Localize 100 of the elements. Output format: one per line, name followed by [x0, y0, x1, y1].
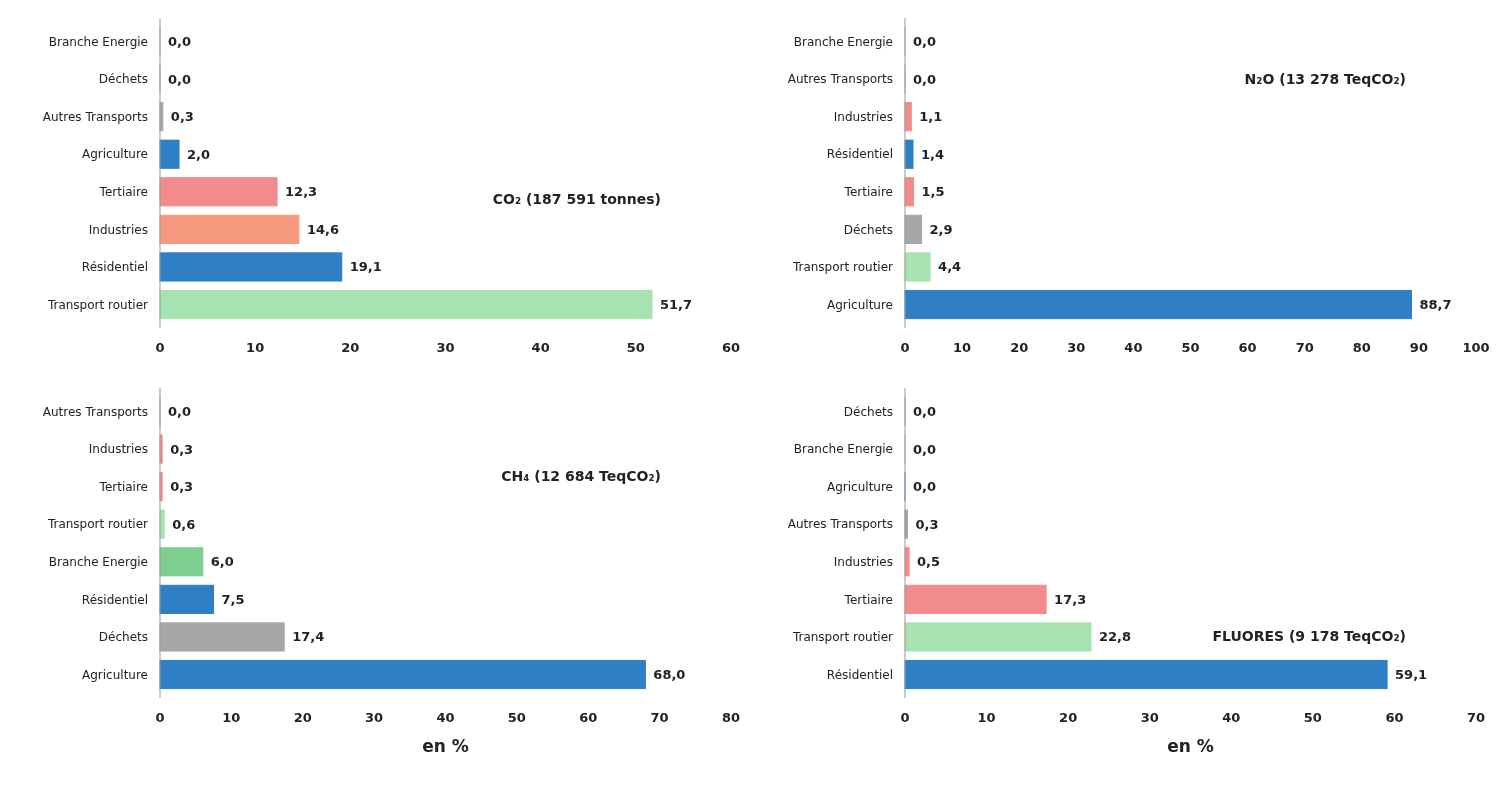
bar — [904, 289, 1412, 320]
y-tick-label: Branche Energie — [48, 34, 148, 49]
y-tick-label: Agriculture — [827, 479, 893, 494]
y-tick-label: Déchets — [98, 72, 148, 87]
data-label: 68,0 — [653, 667, 686, 683]
y-tick-label: Tertiaire — [843, 592, 893, 607]
x-tick-label: 70 — [650, 710, 669, 725]
y-tick-label: Autres Transports — [787, 517, 893, 532]
y-tick-label: Tertiaire — [98, 184, 148, 199]
x-tick-label: 70 — [1295, 340, 1314, 355]
bar — [159, 177, 278, 207]
x-tick-label: 10 — [953, 340, 972, 355]
x-axis-title: en % — [1167, 736, 1214, 756]
y-tick-label: Résidentiel — [81, 260, 148, 275]
y-tick-label: Branche Energie — [793, 34, 893, 49]
x-tick-label: 10 — [977, 710, 996, 725]
x-tick-label: 30 — [365, 710, 384, 725]
data-label: 0,0 — [913, 479, 937, 495]
x-tick-label: 50 — [626, 340, 645, 355]
y-tick-label: Autres Transports — [42, 109, 148, 124]
data-label: 19,1 — [349, 259, 382, 275]
x-tick-label: 10 — [246, 340, 265, 355]
data-label: 1,5 — [921, 184, 945, 200]
x-tick-label: 0 — [900, 710, 910, 725]
y-tick-label: Transport routier — [46, 517, 149, 532]
data-label: 14,6 — [306, 221, 340, 237]
bar — [159, 584, 215, 614]
y-tick-label: Autres Transports — [787, 72, 893, 87]
bar — [904, 252, 931, 282]
data-label: 0,0 — [913, 404, 937, 420]
x-tick-label: 40 — [531, 340, 550, 355]
data-label: 0,3 — [915, 516, 939, 532]
data-label: 12,3 — [285, 184, 318, 200]
y-tick-label: Agriculture — [827, 297, 893, 312]
x-tick-label: 60 — [721, 340, 741, 355]
y-tick-label: Transport routier — [791, 260, 894, 275]
data-label: 59,1 — [1395, 667, 1428, 683]
text: CO₂ (187 591 tonnes) — [492, 191, 661, 207]
x-tick-label: 20 — [341, 340, 360, 355]
data-label: 0,0 — [913, 34, 937, 50]
y-tick-label: Transport routier — [791, 630, 894, 645]
y-tick-label: Agriculture — [82, 667, 148, 682]
bar — [904, 659, 1388, 690]
data-label: 0,0 — [168, 404, 192, 420]
bar — [159, 547, 204, 577]
bar — [904, 139, 914, 169]
y-tick-label: Résidentiel — [826, 667, 893, 682]
data-label: 0,3 — [170, 109, 194, 125]
x-tick-label: 10 — [222, 710, 241, 725]
data-label: 0,3 — [170, 441, 194, 457]
bar — [159, 214, 300, 244]
data-label: 0,0 — [913, 71, 937, 87]
y-tick-label: Industries — [833, 554, 893, 569]
x-tick-label: 40 — [1124, 340, 1143, 355]
data-label: 88,7 — [1419, 297, 1452, 313]
data-label: 7,5 — [221, 591, 245, 607]
data-label: 0,0 — [913, 441, 937, 457]
y-tick-label: Branche Energie — [48, 554, 148, 569]
data-label: 51,7 — [660, 297, 693, 313]
x-tick-label: 30 — [436, 340, 455, 355]
text: FLUORES (9 178 TeqCO₂) — [1212, 628, 1406, 644]
y-tick-label: Tertiaire — [98, 479, 148, 494]
y-tick-label: Résidentiel — [81, 592, 148, 607]
x-tick-label: 20 — [1059, 710, 1078, 725]
data-label: 4,4 — [938, 259, 962, 275]
y-tick-label: Déchets — [843, 222, 893, 237]
y-tick-label: Tertiaire — [843, 184, 893, 199]
x-tick-label: 0 — [155, 710, 165, 725]
bar — [904, 584, 1047, 614]
y-tick-label: Industries — [88, 222, 148, 237]
data-label: 1,4 — [920, 146, 945, 162]
bar — [904, 622, 1092, 652]
y-tick-label: Agriculture — [82, 147, 148, 162]
x-tick-label: 40 — [1222, 710, 1241, 725]
data-label: 22,8 — [1098, 629, 1132, 645]
x-tick-label: 80 — [1352, 340, 1371, 355]
x-tick-label: 0 — [155, 340, 165, 355]
x-tick-label: 70 — [1466, 710, 1486, 725]
data-label: 0,0 — [168, 34, 192, 50]
data-label: 6,0 — [210, 554, 234, 570]
data-label: 2,0 — [187, 146, 211, 162]
data-label: 17,4 — [292, 629, 325, 645]
bar — [159, 289, 653, 320]
y-tick-label: Déchets — [843, 404, 893, 419]
x-tick-label: 20 — [1010, 340, 1029, 355]
text: N₂O (13 278 TeqCO₂) — [1244, 71, 1406, 87]
x-tick-label: 60 — [1385, 710, 1404, 725]
x-tick-label: 50 — [507, 710, 526, 725]
bar — [159, 622, 285, 652]
bar — [159, 139, 180, 169]
x-tick-label: 90 — [1409, 340, 1428, 355]
data-label: 1,1 — [919, 109, 943, 125]
x-tick-label: 30 — [1067, 340, 1086, 355]
x-tick-label: 50 — [1303, 710, 1322, 725]
bar — [904, 214, 923, 244]
x-tick-label: 40 — [436, 710, 455, 725]
y-tick-label: Déchets — [98, 630, 148, 645]
y-tick-label: Industries — [833, 109, 893, 124]
x-tick-label: 30 — [1140, 710, 1159, 725]
data-label: 17,3 — [1054, 591, 1087, 607]
